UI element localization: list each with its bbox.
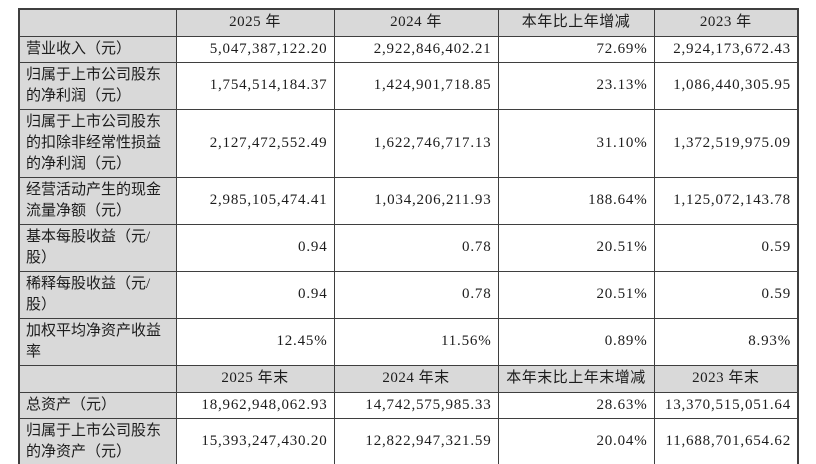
cell-value: 0.78 xyxy=(333,223,499,272)
cell-value: 1,754,514,184.37 xyxy=(175,61,335,110)
table-row-basic-eps: 基本每股收益（元/股） 0.94 0.78 20.51% 0.59 xyxy=(18,223,799,272)
cell-value: 1,086,440,305.95 xyxy=(653,61,799,110)
cell-value: 14,742,575,985.33 xyxy=(333,391,499,419)
cell-value: 1,125,072,143.78 xyxy=(653,176,799,225)
cell-value: 12.45% xyxy=(175,317,335,366)
cell-value: 188.64% xyxy=(497,176,655,225)
column-header-2024-yearend: 2024 年末 xyxy=(333,364,499,393)
cell-value: 5,047,387,122.20 xyxy=(175,35,335,63)
table-row-net-profit: 归属于上市公司股东的净利润（元） 1,754,514,184.37 1,424,… xyxy=(18,61,799,110)
yearend-header-row: 2025 年末 2024 年末 本年末比上年末增减 2023 年末 xyxy=(18,364,799,393)
cell-value: 0.94 xyxy=(175,223,335,272)
cell-value: 11.56% xyxy=(333,317,499,366)
row-label: 归属于上市公司股东的净利润（元） xyxy=(18,61,177,110)
column-header-yearend-change: 本年末比上年末增减 xyxy=(497,364,655,393)
column-header-2024: 2024 年 xyxy=(333,8,499,37)
column-header-2025-yearend: 2025 年末 xyxy=(175,364,335,393)
cell-value: 0.94 xyxy=(175,270,335,319)
cell-value: 20.51% xyxy=(497,270,655,319)
cell-value: 11,688,701,654.62 xyxy=(653,417,799,464)
row-label: 加权平均净资产收益率 xyxy=(18,317,177,366)
cell-value: 2,127,472,552.49 xyxy=(175,108,335,178)
table-row-net-assets: 归属于上市公司股东的净资产（元） 15,393,247,430.20 12,82… xyxy=(18,417,799,464)
cell-value: 0.59 xyxy=(653,270,799,319)
table-row-weighted-avg-roe: 加权平均净资产收益率 12.45% 11.56% 0.89% 8.93% xyxy=(18,317,799,366)
cell-value: 8.93% xyxy=(653,317,799,366)
cell-value: 1,034,206,211.93 xyxy=(333,176,499,225)
cell-value: 1,372,519,975.09 xyxy=(653,108,799,178)
column-header-yoy-change: 本年比上年增减 xyxy=(497,8,655,37)
cell-value: 23.13% xyxy=(497,61,655,110)
cell-value: 72.69% xyxy=(497,35,655,63)
table-row-diluted-eps: 稀释每股收益（元/股） 0.94 0.78 20.51% 0.59 xyxy=(18,270,799,319)
financial-summary-table: 2025 年 2024 年 本年比上年增减 2023 年 营业收入（元） 5,0… xyxy=(18,8,799,464)
table-row-revenue: 营业收入（元） 5,047,387,122.20 2,922,846,402.2… xyxy=(18,35,799,63)
cell-value: 2,985,105,474.41 xyxy=(175,176,335,225)
cell-value: 31.10% xyxy=(497,108,655,178)
row-label: 总资产（元） xyxy=(18,391,177,419)
cell-value: 20.04% xyxy=(497,417,655,464)
cell-value: 2,922,846,402.21 xyxy=(333,35,499,63)
cell-value: 13,370,515,051.64 xyxy=(653,391,799,419)
row-label: 基本每股收益（元/股） xyxy=(18,223,177,272)
cell-value: 0.78 xyxy=(333,270,499,319)
cell-value: 28.63% xyxy=(497,391,655,419)
cell-value: 1,424,901,718.85 xyxy=(333,61,499,110)
table-row-total-assets: 总资产（元） 18,962,948,062.93 14,742,575,985.… xyxy=(18,391,799,419)
table-row-net-profit-excl-nonrecurring: 归属于上市公司股东的扣除非经常性损益的净利润（元） 2,127,472,552.… xyxy=(18,108,799,178)
period-header-row: 2025 年 2024 年 本年比上年增减 2023 年 xyxy=(18,8,799,37)
row-label: 营业收入（元） xyxy=(18,35,177,63)
cell-value: 15,393,247,430.20 xyxy=(175,417,335,464)
row-label: 归属于上市公司股东的扣除非经常性损益的净利润（元） xyxy=(18,108,177,178)
corner-cell xyxy=(18,364,177,393)
cell-value: 0.89% xyxy=(497,317,655,366)
row-label: 稀释每股收益（元/股） xyxy=(18,270,177,319)
column-header-2025: 2025 年 xyxy=(175,8,335,37)
cell-value: 18,962,948,062.93 xyxy=(175,391,335,419)
cell-value: 12,822,947,321.59 xyxy=(333,417,499,464)
cell-value: 20.51% xyxy=(497,223,655,272)
row-label: 经营活动产生的现金流量净额（元） xyxy=(18,176,177,225)
column-header-2023: 2023 年 xyxy=(653,8,799,37)
cell-value: 1,622,746,717.13 xyxy=(333,108,499,178)
cell-value: 2,924,173,672.43 xyxy=(653,35,799,63)
row-label: 归属于上市公司股东的净资产（元） xyxy=(18,417,177,464)
cell-value: 0.59 xyxy=(653,223,799,272)
column-header-2023-yearend: 2023 年末 xyxy=(653,364,799,393)
corner-cell xyxy=(18,8,177,37)
table-row-operating-cash-flow: 经营活动产生的现金流量净额（元） 2,985,105,474.41 1,034,… xyxy=(18,176,799,225)
